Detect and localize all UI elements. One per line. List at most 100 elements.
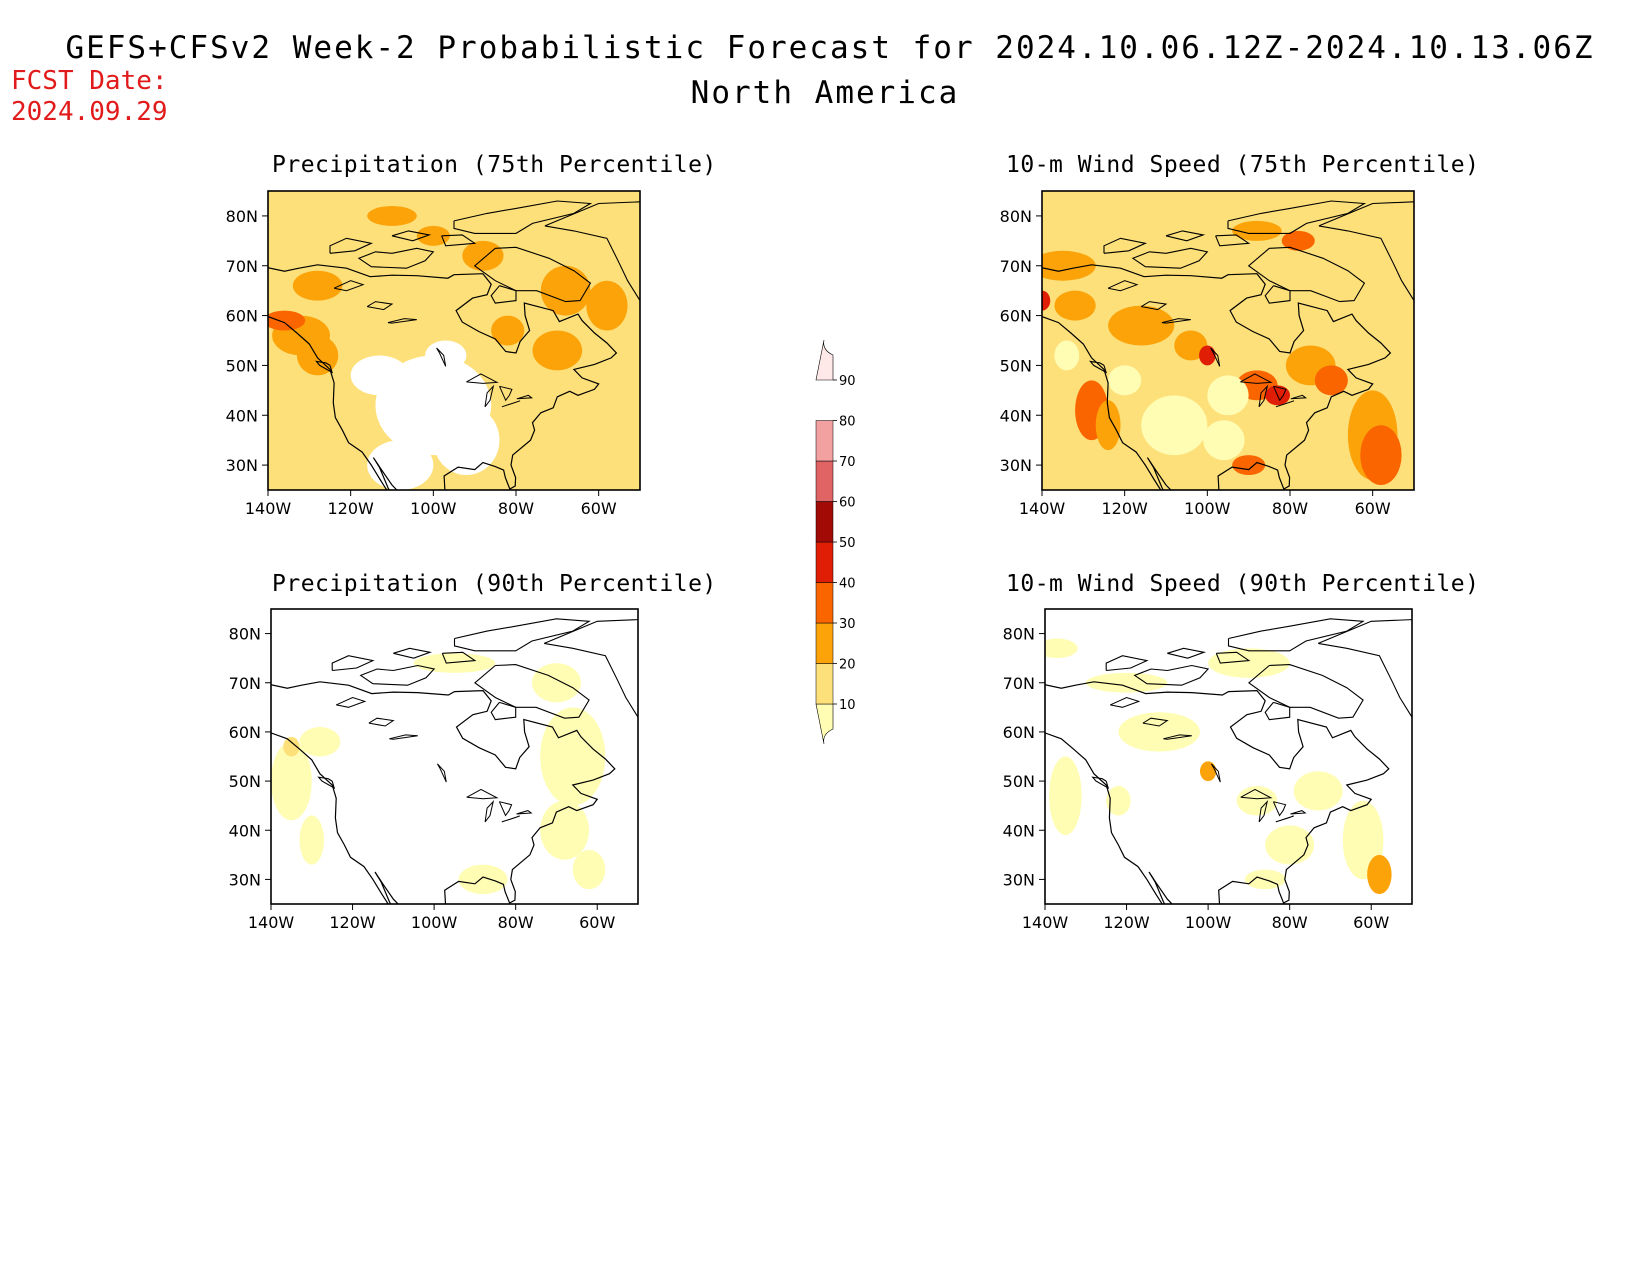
lake-outline — [1210, 347, 1221, 367]
probability-region — [1174, 330, 1208, 361]
island-outline — [1133, 664, 1210, 686]
probability-region — [299, 815, 325, 865]
map-frame — [1044, 608, 1413, 905]
probability-region — [1095, 400, 1121, 451]
lake-outline — [1161, 318, 1191, 324]
colorbar-box — [815, 582, 834, 624]
island-outline — [393, 647, 433, 659]
probability-region — [1293, 771, 1343, 811]
probability-region — [271, 741, 312, 821]
lake-outline — [498, 801, 513, 817]
colorbar-label: 80 — [839, 415, 856, 430]
probability-region — [572, 849, 606, 890]
probability-region — [561, 375, 612, 436]
lake-outline — [335, 696, 367, 708]
island-outline — [1167, 647, 1207, 659]
lat-tick-label: 70N — [1003, 674, 1035, 693]
colorbar-label: 40 — [839, 577, 856, 592]
forecast-date-label: FCST Date: — [11, 66, 168, 96]
island-outline — [329, 237, 374, 254]
probability-region — [367, 440, 434, 490]
island-outline — [1264, 701, 1291, 721]
panel-title-precip-90: Precipitation (90th Percentile) — [272, 571, 717, 597]
lon-tick-label: 80W — [498, 499, 534, 518]
lake-outline — [484, 800, 495, 823]
colorbar-top-cap — [815, 339, 834, 381]
lon-tick-label: 60W — [579, 913, 615, 932]
probability-region — [586, 280, 628, 331]
lat-tick-label: 30N — [226, 456, 258, 475]
island-outline — [1317, 619, 1412, 718]
map-frame — [267, 190, 641, 491]
probability-region — [540, 265, 591, 316]
colorbar-label: 90 — [839, 374, 856, 389]
coastline-west — [1045, 732, 1173, 904]
probability-region — [1199, 345, 1216, 366]
probability-region — [268, 310, 306, 331]
island-outline — [1091, 776, 1110, 790]
lake-outline — [1240, 788, 1273, 800]
lon-tick-label: 60W — [1353, 913, 1389, 932]
colorbar-label: 20 — [839, 658, 856, 673]
island-outline — [474, 664, 590, 719]
lon-tick-label: 140W — [245, 499, 292, 518]
colorbar: 10 20 30 40 50 60 70 80 90 — [815, 339, 856, 745]
colorbar-box — [815, 663, 834, 705]
colorbar-box — [815, 501, 834, 543]
lat-tick-label: 80N — [1000, 207, 1032, 226]
probability-region — [1054, 340, 1080, 371]
lake-outline — [1275, 400, 1295, 408]
colorbar-box — [815, 460, 834, 502]
probability-region — [1106, 786, 1131, 816]
lake-outline — [1290, 394, 1308, 400]
lake-outline — [516, 394, 534, 400]
island-outline — [1318, 201, 1414, 302]
probability-region — [1265, 825, 1315, 865]
map-svg: 80N 70N 60N 50N 40N 30N 140W 120W 100W 80W 60W — [226, 190, 641, 518]
probability-region — [540, 800, 590, 860]
lake-outline — [1258, 800, 1269, 823]
lake-outline — [366, 301, 394, 311]
lon-tick-label: 100W — [1185, 913, 1232, 932]
probability-region — [462, 240, 504, 271]
island-outline — [317, 776, 336, 790]
probability-region — [1232, 455, 1266, 476]
lon-tick-label: 120W — [327, 499, 374, 518]
lat-tick-label: 60N — [1003, 723, 1035, 742]
map-panel-wind-90: 80N 70N 60N 50N 40N 30N 140W 120W 100W 80W 60W — [1003, 608, 1413, 932]
island-outline — [359, 664, 436, 686]
lake-outline — [1210, 763, 1221, 783]
island-outline — [490, 285, 517, 304]
lon-tick-label: 120W — [1101, 499, 1148, 518]
lake-outline — [436, 763, 447, 783]
lake-outline — [1273, 385, 1287, 402]
island-outline — [543, 619, 638, 718]
probability-region — [531, 663, 581, 703]
colorbar-label: 50 — [839, 536, 856, 551]
probability-region — [296, 335, 339, 376]
lon-tick-label: 140W — [1019, 499, 1066, 518]
island-outline — [1247, 246, 1366, 303]
lat-tick-label: 50N — [226, 356, 258, 375]
probability-region — [1049, 756, 1082, 836]
lat-tick-label: 30N — [1000, 456, 1032, 475]
lon-tick-label: 100W — [411, 913, 458, 932]
colorbar-label: 10 — [839, 698, 856, 713]
island-outline — [1131, 247, 1209, 269]
probability-region — [1199, 761, 1217, 782]
lake-outline — [1142, 717, 1169, 727]
map-panel-precip-75: 80N 70N 60N 50N 40N 30N 140W 120W 100W 80W 60W — [226, 190, 641, 518]
coastline-east — [1042, 264, 1392, 490]
probability-region — [1367, 854, 1392, 895]
lake-outline — [1272, 801, 1287, 817]
probability-region — [433, 405, 500, 476]
lat-tick-label: 70N — [226, 257, 258, 276]
lat-tick-label: 70N — [1000, 257, 1032, 276]
lake-outline — [1163, 734, 1192, 740]
coastline-west — [268, 316, 398, 490]
map-frame — [270, 608, 639, 905]
island-outline — [1105, 655, 1149, 672]
lake-outline — [466, 373, 499, 384]
lake-outline — [1240, 373, 1273, 384]
lat-tick-label: 80N — [229, 625, 261, 644]
